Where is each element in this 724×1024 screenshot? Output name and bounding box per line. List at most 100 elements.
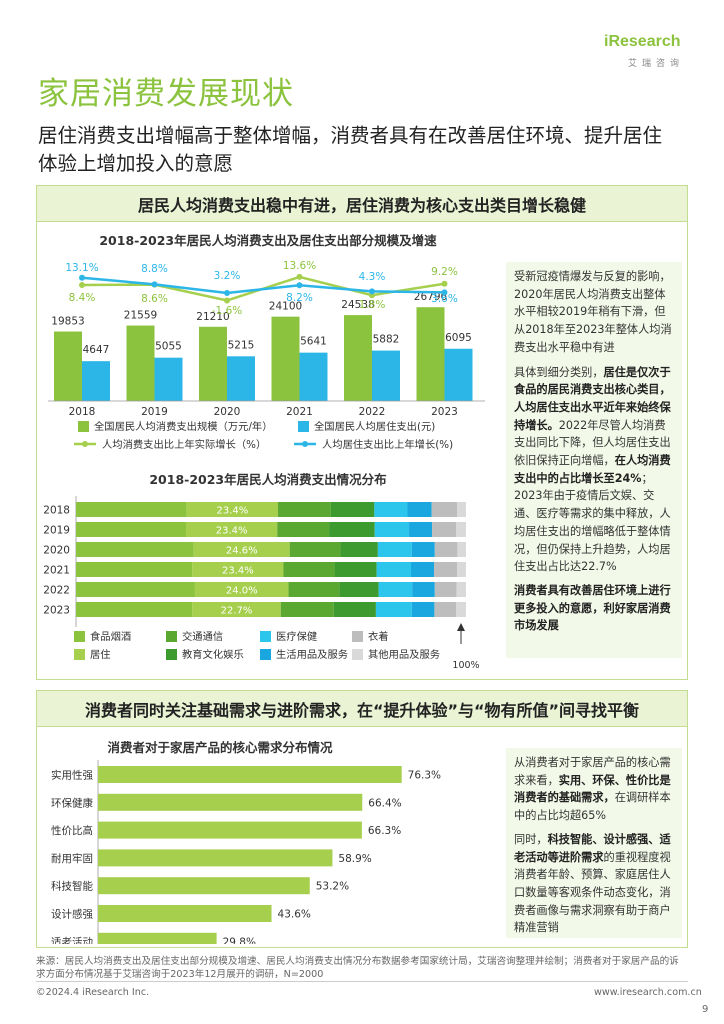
bar-total	[344, 315, 372, 401]
bar-housing	[299, 352, 328, 401]
bar-housing	[372, 350, 400, 401]
sidebar2-text: 同时，	[514, 832, 548, 846]
line-label-consumption: 9.2%	[431, 266, 458, 278]
source-note: 来源：居民人均消费支出及居住支出部分规模及增速、居民人均消费支出情况分布数据参考…	[36, 956, 679, 980]
x-tick-label: 2020	[214, 406, 241, 418]
legend-label: 全国居民人均居住支出(元)	[314, 420, 435, 433]
stack-segment	[434, 582, 457, 597]
bar-total-label: 24538	[341, 299, 374, 311]
stack-segment	[409, 522, 433, 537]
x-tick-label: 2023	[431, 406, 458, 418]
y-tick-label: 2022	[43, 585, 70, 597]
sidebar1-text: ；2023年由于疫情后文娱、交通、医疗等需求的集中释放，人均居住支出的增幅略低于…	[514, 471, 671, 574]
legend-swatch	[166, 649, 177, 660]
copyright: ©2024.4 iResearch Inc.	[36, 987, 150, 998]
line-label-consumption: -1.6%	[212, 305, 242, 317]
bar	[98, 793, 363, 811]
stack-segment	[280, 602, 334, 617]
line-label-housing: 4.3%	[359, 271, 386, 283]
sidebar1-text: 具体到细分类别，	[514, 365, 604, 379]
stack-label: 23.4%	[222, 566, 254, 577]
stack-segment	[431, 502, 458, 517]
stack-segment	[333, 602, 376, 617]
x-tick-label: 2018	[69, 406, 96, 418]
chart3-title: 消费者对于家居产品的核心需求分布情况	[107, 740, 333, 755]
stack-segment	[186, 502, 279, 517]
stack-segment	[76, 582, 195, 597]
y-tick-label: 科技智能	[51, 880, 93, 893]
legend-swatch	[78, 421, 89, 432]
stack-segment	[277, 522, 330, 537]
stack-segment	[278, 502, 331, 517]
stack-segment	[411, 542, 435, 557]
legend-label: 人均居住支出比上年增长(%)	[322, 438, 453, 451]
arrow-head	[457, 623, 465, 631]
section2-sidebar: 从消费者对于家居产品的核心需求来看，实用、环保、性价比是消费者的基础需求，在调研…	[506, 748, 682, 938]
y-tick-label: 性价比高	[51, 824, 93, 837]
line-point	[369, 288, 375, 295]
chart1-title: 2018-2023年居民人均消费支出及居住支出部分规模及增速	[99, 233, 437, 248]
line-label-consumption: 13.6%	[283, 260, 316, 272]
bar-total	[126, 325, 155, 401]
legend-swatch	[352, 649, 363, 660]
stack-segment	[457, 502, 466, 517]
legend-swatch	[74, 631, 85, 642]
line-label-housing: 3.2%	[214, 270, 241, 282]
line-label-consumption: 1.8%	[359, 299, 386, 311]
sidebar1-bold: 居住是仅次于食品的居民消费支出核心类目，人均居住支出水平近年来始终保持增长。	[514, 365, 671, 432]
line-point	[224, 297, 230, 304]
legend-swatch	[260, 631, 271, 642]
bar-housing	[82, 361, 110, 401]
website: www.iresearch.com.cn	[594, 987, 702, 998]
sidebar1-paragraph1: 受新冠疫情爆发与反复的影响，2020年居民人均消费支出整体水平相较2019年稍有…	[514, 270, 672, 354]
bar	[98, 849, 333, 867]
stack-segment	[377, 542, 412, 557]
page-subtitle: 居住消费支出增幅高于整体增幅，消费者具有在改善居住环境、提升居住体验上增加投入的…	[38, 124, 663, 175]
bar-total-label: 19853	[51, 316, 84, 328]
bar-value-label: 66.4%	[368, 797, 401, 809]
stack-segment	[192, 602, 281, 617]
sidebar2-text: 在调研样本中的占比均超65%	[514, 791, 671, 823]
bar-value-label: 29.8%	[223, 936, 256, 944]
legend-swatch	[82, 441, 88, 447]
stack-segment	[330, 502, 375, 517]
logo-subtitle: 艾瑞咨询	[628, 59, 685, 69]
footer-divider	[36, 981, 688, 982]
legend-label: 衣着	[368, 630, 389, 643]
stack-segment	[76, 542, 194, 557]
bar	[98, 766, 402, 783]
y-tick-label: 设计感强	[51, 908, 93, 921]
sidebar1-paragraph2: 具体到细分类别，居住是仅次于食品的居民消费支出核心类目，人均居住支出水平近年来始…	[514, 364, 674, 576]
bar-value-label: 53.2%	[316, 881, 349, 893]
line-label-housing: 8.2%	[286, 292, 313, 304]
stack-segment	[456, 602, 466, 617]
stack-segment	[193, 542, 290, 557]
line-label-housing: 13.1%	[65, 262, 98, 274]
bar-total	[54, 331, 82, 401]
sidebar2-bold: 科技智能、设计感强、适老活动等进阶需求	[514, 832, 671, 864]
line-point	[224, 290, 230, 297]
line-point	[441, 280, 448, 287]
stack-segment	[456, 582, 466, 597]
stack-segment	[76, 562, 193, 577]
logo: iResearch	[604, 33, 681, 50]
bar-total	[416, 307, 445, 401]
bar-housing	[444, 348, 473, 401]
line-point	[151, 281, 158, 288]
bar-value-label: 58.9%	[338, 853, 371, 865]
legend-swatch	[260, 649, 271, 660]
stack-segment	[374, 522, 410, 537]
stack-segment	[456, 522, 466, 537]
y-tick-label: 适老活动	[51, 935, 93, 944]
legend-swatch	[166, 631, 177, 642]
legend-swatch	[352, 631, 363, 642]
stack-label: 24.0%	[226, 586, 258, 597]
chart-consumption-distribution: 2018-2023年居民人均消费支出情况分布 2018 23.4% 2019 23.4%…	[43, 472, 479, 671]
legend-label: 教育文化娱乐	[182, 648, 244, 661]
bar-total-label: 21559	[124, 310, 157, 322]
stack-segment	[434, 562, 458, 577]
bar-value-label: 66.3%	[368, 825, 401, 837]
bar-housing-label: 4647	[83, 344, 110, 356]
stack-segment	[76, 502, 187, 517]
